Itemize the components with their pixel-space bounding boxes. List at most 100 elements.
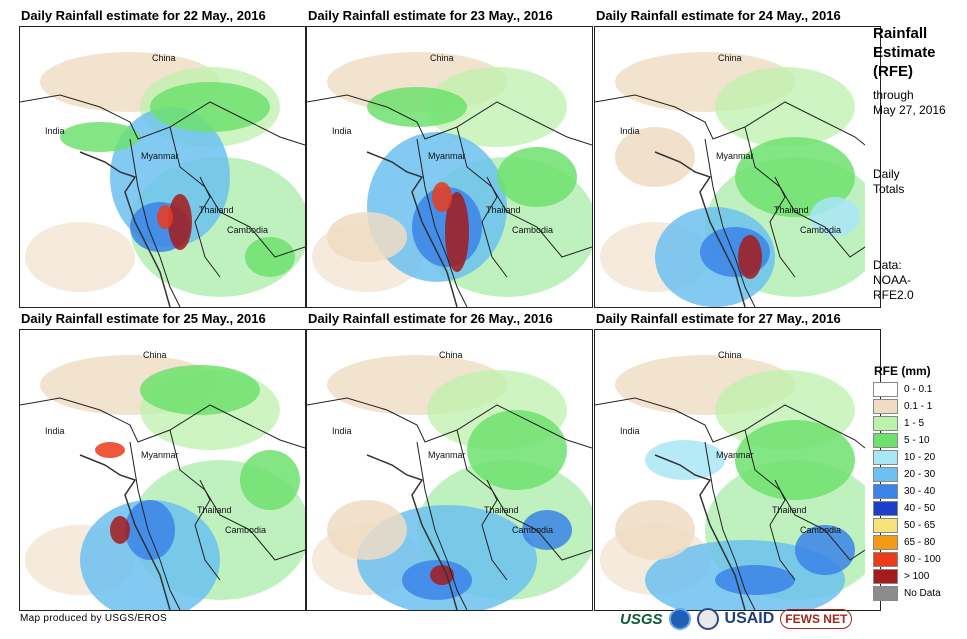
legend-label: 65 - 80: [904, 537, 936, 548]
legend-label: 5 - 10: [904, 435, 930, 446]
label-thailand: Thailand: [199, 205, 234, 215]
country-border: [307, 397, 592, 449]
noaa-logo-icon: [668, 608, 691, 630]
rainfall-map: China India Myanmar Thailand Cambodia: [19, 329, 306, 611]
data-source-line1: NOAA-: [873, 273, 912, 287]
label-india: India: [620, 426, 640, 436]
label-india: India: [45, 426, 65, 436]
panel-title: Daily Rainfall estimate for 26 May., 201…: [308, 311, 553, 326]
light-rain-region: [715, 67, 855, 147]
rainfall-cell: [432, 182, 452, 212]
label-myanmar: Myanmar: [716, 450, 754, 460]
totals-label: Totals: [873, 182, 905, 196]
legend-item: 10 - 20: [873, 449, 941, 466]
label-china: China: [718, 53, 742, 63]
country-border: [704, 138, 756, 307]
label-thailand: Thailand: [486, 205, 521, 215]
map-canvas: [307, 330, 592, 610]
coastline: [654, 454, 746, 610]
coastline: [79, 151, 171, 307]
map-panel-may23: Daily Rainfall estimate for 23 May., 201…: [306, 6, 595, 308]
map-panel-may26: Daily Rainfall estimate for 26 May., 201…: [306, 309, 595, 611]
country-border: [769, 479, 796, 581]
rainfall-cell: [140, 365, 260, 415]
daily-label: Daily: [873, 167, 900, 181]
label-india: India: [620, 126, 640, 136]
label-cambodia: Cambodia: [800, 525, 842, 535]
rainfall-cell: [327, 500, 407, 560]
legend-swatch: [873, 433, 898, 448]
rainfall-cell: [168, 194, 192, 250]
country-border: [456, 429, 592, 561]
rainfall-cell: [157, 205, 173, 229]
rainfall-cell: [738, 235, 762, 279]
legend-swatch: [873, 399, 898, 414]
rfe-title-line1: Rainfall: [873, 25, 928, 42]
legend-label: 80 - 100: [904, 554, 941, 565]
label-myanmar: Myanmar: [141, 151, 179, 161]
legend-item: 50 - 65: [873, 517, 941, 534]
legend-label: 0.1 - 1: [904, 401, 933, 412]
agency-logos: USGS USAID FEWS NET: [620, 606, 853, 632]
rainfall-cell: [467, 410, 567, 490]
dry-region: [25, 222, 135, 292]
rainfall-cell: [95, 442, 125, 458]
map-panel-may27: Daily Rainfall estimate for 27 May., 201…: [594, 309, 883, 611]
usaid-logo: USAID: [724, 610, 775, 627]
rainfall-cell: [645, 440, 725, 480]
rainfall-cell: [445, 192, 469, 272]
map-canvas: [307, 27, 592, 307]
state-department-seal-icon: [696, 608, 719, 630]
rainfall-cell: [150, 82, 270, 132]
legend-swatch: [873, 535, 898, 550]
map-canvas: [20, 27, 305, 307]
label-thailand: Thailand: [774, 205, 809, 215]
legend-item: 1 - 5: [873, 415, 941, 432]
panel-title: Daily Rainfall estimate for 25 May., 201…: [21, 311, 266, 326]
rainfall-cell: [430, 565, 454, 585]
rainfall-map: China India Myanmar Thailand Cambodia: [19, 26, 306, 308]
rainfall-cell: [497, 147, 577, 207]
label-thailand: Thailand: [484, 505, 519, 515]
legend-item: 65 - 80: [873, 534, 941, 551]
legend-item: 20 - 30: [873, 466, 941, 483]
legend-label: 30 - 40: [904, 486, 936, 497]
through-date: through May 27, 2016: [873, 88, 946, 118]
rainfall-cell: [245, 237, 295, 277]
country-border: [169, 429, 305, 561]
legend-label: 1 - 5: [904, 418, 925, 429]
coastline: [366, 454, 458, 610]
rainfall-cell: [735, 137, 855, 217]
legend-label: > 100: [904, 571, 930, 582]
legend-item: 80 - 100: [873, 551, 941, 568]
panel-title: Daily Rainfall estimate for 27 May., 201…: [596, 311, 841, 326]
coastline: [654, 151, 746, 307]
rainfall-cell: [367, 87, 467, 127]
label-china: China: [718, 350, 742, 360]
label-myanmar: Myanmar: [428, 151, 466, 161]
legend-swatch: [873, 518, 898, 533]
legend: 0 - 0.1 0.1 - 1 1 - 5 5 - 10 10 - 20 20 - 30 3…: [873, 381, 941, 602]
country-border: [595, 94, 865, 146]
rainfall-cell: [795, 525, 855, 575]
label-cambodia: Cambodia: [512, 225, 554, 235]
legend-item: 0 - 0.1: [873, 381, 941, 398]
legend-item: 0.1 - 1: [873, 398, 941, 415]
panel-title: Daily Rainfall estimate for 22 May., 201…: [21, 8, 266, 23]
credit-text: Map produced by USGS/EROS: [20, 613, 168, 624]
country-border: [416, 441, 468, 610]
country-border: [169, 126, 305, 258]
rainfall-cell: [522, 510, 572, 550]
legend-title: RFE (mm): [874, 364, 931, 378]
country-border: [595, 397, 865, 449]
label-thailand: Thailand: [772, 505, 807, 515]
label-india: India: [332, 126, 352, 136]
legend-label: 50 - 65: [904, 520, 936, 531]
label-thailand: Thailand: [197, 505, 232, 515]
rfe-title-line2: Estimate: [873, 44, 936, 61]
legend-item: No Data: [873, 585, 941, 602]
label-india: India: [45, 126, 65, 136]
legend-label: 10 - 20: [904, 452, 936, 463]
rainfall-cell: [60, 122, 140, 152]
label-myanmar: Myanmar: [141, 450, 179, 460]
